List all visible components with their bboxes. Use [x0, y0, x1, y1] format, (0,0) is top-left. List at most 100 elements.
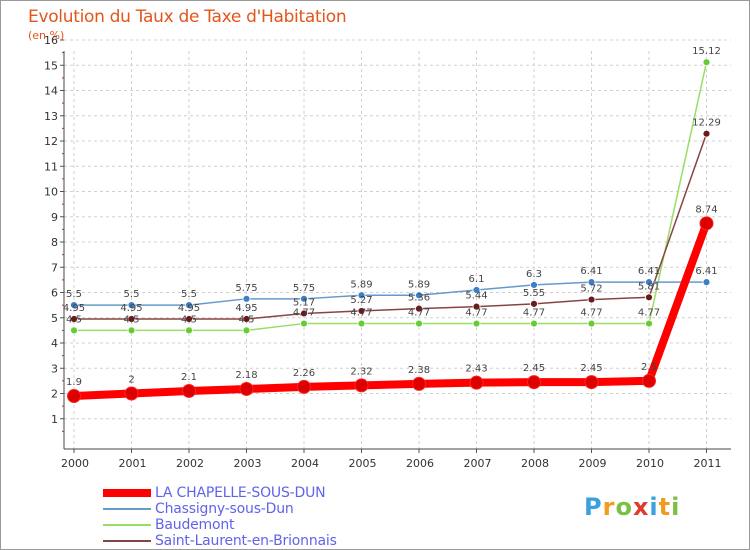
data-point: [185, 301, 193, 310]
data-label: 8.74: [695, 204, 717, 215]
data-point: [242, 294, 251, 303]
data-point: [702, 129, 711, 138]
data-label: 4.77: [580, 308, 602, 319]
data-point: [70, 326, 78, 335]
legend-label-baudemont: Baudemont: [155, 517, 235, 533]
data-label: 2.32: [350, 366, 372, 377]
data-label: 4.77: [523, 308, 545, 319]
y-tick-label: 7: [51, 261, 58, 274]
data-label: 5.5: [124, 289, 140, 300]
data-label: 4.77: [465, 308, 487, 319]
data-point: [127, 326, 136, 335]
data-point: [300, 309, 308, 318]
data-label: 2.38: [408, 365, 430, 376]
data-label: 5.36: [408, 293, 430, 304]
legend-swatch-saint-laurent: [103, 540, 151, 542]
data-label: 5.81: [638, 281, 660, 292]
data-point: [642, 373, 656, 388]
data-label: 5.17: [293, 297, 315, 308]
data-point: [469, 375, 484, 390]
data-point: [70, 315, 78, 323]
x-tick-label: 2009: [579, 457, 607, 470]
x-tick-label: 2005: [349, 457, 377, 470]
x-tick-label: 2008: [521, 457, 549, 470]
x-tick-label: 2003: [234, 457, 262, 470]
y-tick-label: 14: [44, 85, 58, 98]
x-tick-label: 2011: [694, 457, 722, 470]
data-label: 6.3: [526, 269, 542, 280]
proxiti-logo: Proxiti: [584, 493, 680, 521]
y-tick-label: 13: [44, 110, 58, 123]
data-label: 6.41: [695, 266, 717, 277]
y-tick-label: 3: [51, 362, 58, 375]
data-point: [242, 315, 251, 323]
data-point: [415, 304, 423, 313]
data-label: 5.75: [293, 283, 315, 294]
data-label: 5.89: [408, 279, 430, 290]
data-label: 4.77: [638, 308, 660, 319]
chart-title: Evolution du Taux de Taxe d'Habitation: [28, 7, 347, 27]
series-line-1: [73, 281, 708, 306]
data-label-layer: 4.5 4.5 4.5 4.5 4.77 4.77 4.77 4.77 4.77 4.77 4.77…: [63, 46, 721, 388]
data-label: 4.5: [239, 314, 255, 325]
x-tick-label: 2006: [406, 457, 434, 470]
y-tick-label: 2: [51, 388, 58, 401]
data-point: [185, 315, 193, 323]
data-label: 4.5: [124, 314, 140, 325]
data-point: [702, 58, 711, 67]
data-point: [354, 378, 369, 393]
data-label: 5.75: [235, 283, 257, 294]
data-label: 15.12: [692, 46, 721, 57]
y-tick-label: 8: [51, 236, 58, 249]
y-tick-label: 15: [44, 59, 58, 72]
x-tick-label: 2007: [464, 457, 492, 470]
data-point: [530, 281, 538, 289]
data-point: [67, 389, 81, 404]
x-tick-label: 2001: [119, 457, 147, 470]
data-point: [530, 299, 538, 308]
data-point: [415, 319, 423, 328]
logo-letter: x: [632, 493, 650, 521]
data-point: [70, 301, 78, 310]
data-label: 2.43: [465, 364, 487, 375]
data-label: 6.41: [638, 266, 660, 277]
logo-letter: i: [671, 493, 681, 521]
data-point: [472, 319, 481, 328]
x-tick-label: 2004: [291, 457, 319, 470]
data-label: 4.95: [120, 303, 142, 314]
y-tick-label: 5: [51, 312, 58, 325]
y-tick-label: 1: [51, 413, 58, 426]
x-tick-label: 2002: [176, 457, 204, 470]
data-label: 4.5: [66, 314, 82, 325]
data-label: 5.55: [523, 288, 545, 299]
data-label: 2: [128, 375, 134, 386]
data-point: [300, 319, 308, 328]
data-label: 1.9: [66, 377, 82, 388]
data-point: [702, 278, 711, 287]
data-point: [587, 295, 596, 304]
data-label: 2.26: [293, 368, 315, 379]
data-point: [472, 286, 481, 294]
logo-letter: o: [615, 493, 633, 521]
data-label: 4.5: [181, 314, 197, 325]
data-label: 5.5: [181, 289, 197, 300]
series-line-3: [73, 132, 708, 320]
data-label: 4.77: [350, 308, 372, 319]
legend-label-chassigny: Chassigny-sous-Dun: [155, 501, 294, 517]
data-point: [584, 375, 599, 390]
data-point: [127, 301, 136, 310]
data-point: [242, 326, 251, 335]
data-point: [357, 307, 366, 315]
data-point: [645, 278, 653, 287]
data-label: 12.29: [692, 118, 721, 129]
data-label: 2.18: [235, 370, 257, 381]
data-label: 4.77: [408, 308, 430, 319]
legend-swatch-la-chapelle: [103, 489, 151, 497]
y-tick-label: 12: [44, 135, 58, 148]
data-point: [412, 376, 426, 391]
series-line-2: [73, 61, 708, 332]
data-point: [124, 386, 139, 401]
